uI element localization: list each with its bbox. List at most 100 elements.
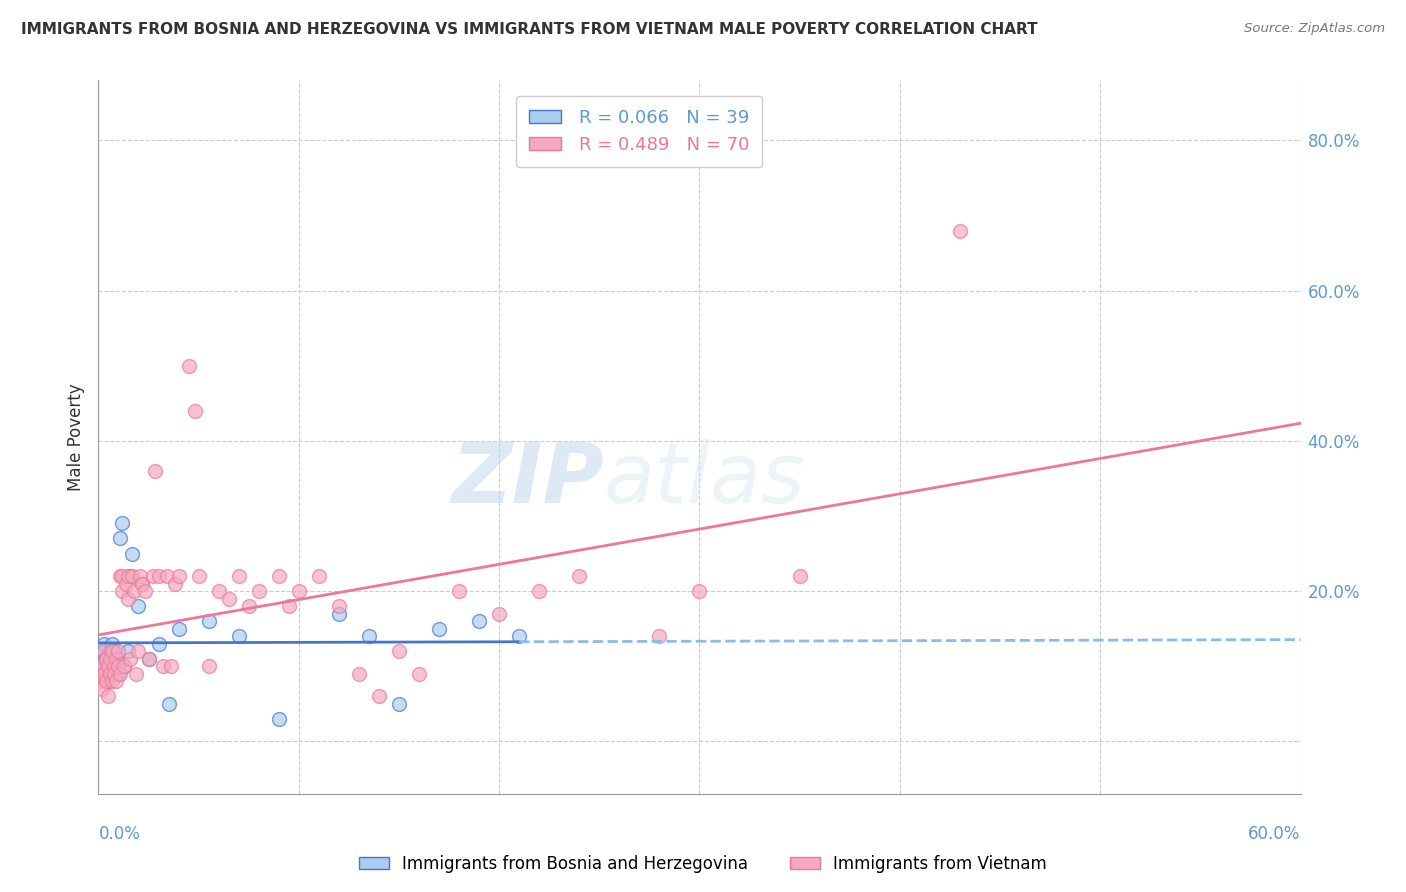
Point [107, 659, 129, 673]
Point [121, 569, 143, 583]
Point [238, 599, 260, 613]
Point [111, 584, 134, 599]
Point [148, 569, 170, 583]
Point [388, 697, 411, 711]
Legend: Immigrants from Bosnia and Herzegovina, Immigrants from Vietnam: Immigrants from Bosnia and Herzegovina, … [353, 848, 1053, 880]
Point [155, 569, 177, 583]
Point [107, 651, 129, 665]
Point [277, 599, 299, 613]
Point [97, 659, 120, 673]
Point [148, 637, 170, 651]
Point [308, 569, 330, 583]
Point [107, 644, 129, 658]
Point [177, 359, 200, 373]
Point [114, 659, 136, 673]
Point [267, 712, 290, 726]
Point [208, 584, 231, 599]
Point [368, 690, 391, 704]
Point [143, 464, 166, 478]
Point [131, 576, 153, 591]
Y-axis label: Male Poverty: Male Poverty [66, 384, 84, 491]
Point [101, 644, 124, 658]
Point [120, 569, 142, 583]
Point [89, 659, 111, 673]
Point [96, 651, 118, 665]
Point [110, 532, 132, 546]
Point [89, 674, 111, 689]
Text: 60.0%: 60.0% [1249, 825, 1301, 843]
Text: IMMIGRANTS FROM BOSNIA AND HERZEGOVINA VS IMMIGRANTS FROM VIETNAM MALE POVERTY C: IMMIGRANTS FROM BOSNIA AND HERZEGOVINA V… [21, 22, 1038, 37]
Point [125, 666, 148, 681]
Text: ZIP: ZIP [451, 440, 603, 520]
Point [124, 584, 146, 599]
Point [100, 666, 122, 681]
Point [131, 576, 153, 591]
Point [93, 666, 115, 681]
Point [96, 651, 118, 665]
Point [105, 651, 128, 665]
Point [288, 584, 311, 599]
Point [115, 576, 138, 591]
Point [93, 644, 115, 658]
Point [228, 629, 250, 643]
Point [228, 569, 250, 583]
Point [111, 569, 134, 583]
Point [187, 569, 209, 583]
Point [91, 644, 114, 658]
Point [447, 584, 470, 599]
Point [408, 666, 430, 681]
Point [508, 629, 530, 643]
Point [468, 614, 491, 628]
Point [96, 666, 118, 681]
Point [96, 674, 118, 689]
Point [105, 659, 128, 673]
Point [789, 569, 811, 583]
Point [121, 547, 143, 561]
Point [93, 651, 115, 665]
Point [167, 622, 190, 636]
Point [328, 599, 350, 613]
Point [103, 666, 125, 681]
Point [111, 516, 134, 531]
Point [101, 637, 124, 651]
Point [120, 651, 142, 665]
Text: Source: ZipAtlas.com: Source: ZipAtlas.com [1244, 22, 1385, 36]
Point [97, 674, 120, 689]
Point [100, 659, 122, 673]
Point [114, 659, 136, 673]
Point [93, 637, 115, 651]
Point [267, 569, 290, 583]
Point [157, 697, 180, 711]
Point [427, 622, 450, 636]
Point [129, 569, 152, 583]
Point [134, 584, 156, 599]
Point [91, 659, 114, 673]
Point [357, 629, 380, 643]
Point [117, 569, 139, 583]
Text: atlas: atlas [603, 440, 806, 520]
Point [328, 607, 350, 621]
Point [101, 674, 124, 689]
Text: 0.0%: 0.0% [98, 825, 141, 843]
Point [688, 584, 710, 599]
Point [138, 651, 160, 665]
Point [100, 651, 122, 665]
Point [103, 659, 125, 673]
Point [128, 644, 150, 658]
Point [529, 584, 551, 599]
Point [949, 223, 972, 237]
Point [103, 644, 125, 658]
Point [110, 569, 132, 583]
Point [163, 576, 186, 591]
Point [488, 607, 510, 621]
Point [101, 666, 124, 681]
Point [117, 644, 139, 658]
Point [97, 690, 120, 704]
Point [347, 666, 370, 681]
Point [568, 569, 591, 583]
Point [197, 614, 219, 628]
Point [218, 591, 240, 606]
Point [91, 666, 114, 681]
Point [107, 666, 129, 681]
Point [159, 659, 181, 673]
